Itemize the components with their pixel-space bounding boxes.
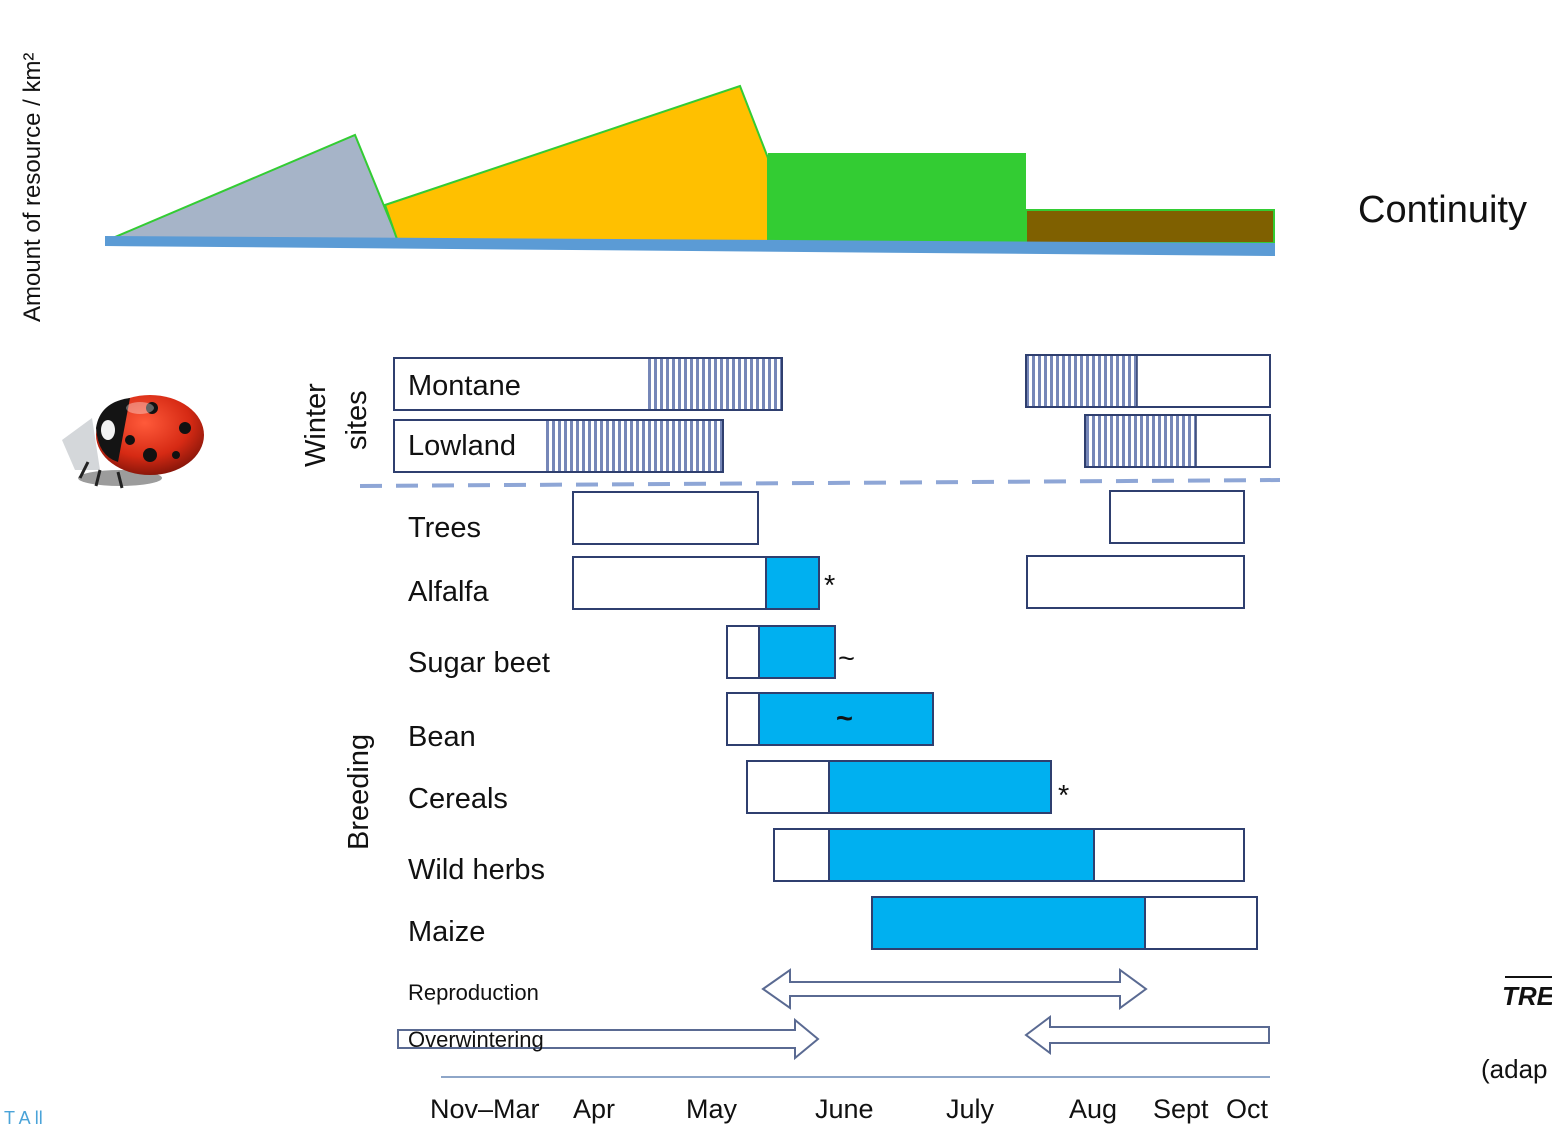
y-axis-label: Amount of resource / km² xyxy=(19,53,46,322)
row-alfalfa: Alfalfa * xyxy=(408,555,1245,610)
overwintering-arrow-left xyxy=(1024,1015,1270,1055)
month-sept: Sept xyxy=(1153,1094,1209,1124)
ladybird-icon xyxy=(62,395,204,489)
month-aug: Aug xyxy=(1069,1094,1117,1124)
phase-label-overwintering: Overwintering xyxy=(408,1027,544,1052)
month-labels: Nov–Mar Apr May June July Aug Sept Oct xyxy=(430,1094,1269,1124)
continuity-label: Continuity xyxy=(1358,189,1527,231)
month-apr: Apr xyxy=(573,1094,615,1124)
marker-cereals: * xyxy=(1058,780,1069,812)
cut-text-bottom-left: T A ll xyxy=(4,1108,43,1125)
row-label-bean: Bean xyxy=(408,721,476,753)
row-wild-herbs: Wild herbs xyxy=(408,828,1245,886)
resource-green-area xyxy=(768,153,1026,243)
row-cereals: Cereals * xyxy=(408,760,1069,815)
winter-sites-label-line2: sites xyxy=(341,390,373,450)
cut-text-adapted: (adap xyxy=(1481,1054,1548,1084)
row-montane: Montane xyxy=(393,354,1271,411)
row-trees: Trees xyxy=(408,490,1245,545)
marker-sugar-beet: ~ xyxy=(838,643,855,675)
divider-dashed xyxy=(359,478,1281,488)
cut-text-right: TRE xyxy=(1502,981,1552,1011)
row-label-cereals: Cereals xyxy=(408,783,508,815)
marker-bean: ~ xyxy=(836,703,853,735)
resource-yellow-area xyxy=(383,84,769,243)
row-sugar-beet: Sugar beet ~ xyxy=(408,625,855,679)
row-lowland: Lowland xyxy=(393,414,1271,473)
month-may: May xyxy=(686,1094,738,1124)
row-label-wild-herbs: Wild herbs xyxy=(408,854,545,886)
resource-baseline xyxy=(105,236,1275,256)
phase-reproduction: Reproduction xyxy=(408,968,1148,1010)
row-label-alfalfa: Alfalfa xyxy=(408,576,489,608)
winter-sites-label-line1: Winter xyxy=(300,383,332,467)
row-label-lowland: Lowland xyxy=(408,430,516,462)
overwintering-arrow-right xyxy=(397,1017,820,1061)
row-label-montane: Montane xyxy=(408,370,521,402)
month-nov-mar: Nov–Mar xyxy=(430,1094,540,1124)
reproduction-double-arrow xyxy=(761,968,1148,1010)
row-maize: Maize xyxy=(408,896,1258,950)
month-oct: Oct xyxy=(1226,1094,1269,1124)
row-label-trees: Trees xyxy=(408,512,481,544)
resource-chart xyxy=(105,84,1275,256)
row-bean: Bean ~ xyxy=(408,692,934,753)
phase-label-reproduction: Reproduction xyxy=(408,980,539,1005)
row-label-sugar-beet: Sugar beet xyxy=(408,647,550,679)
resource-grey-area xyxy=(107,133,400,241)
row-label-maize: Maize xyxy=(408,916,485,948)
breeding-label: Breeding xyxy=(343,734,375,850)
resource-brown-area xyxy=(1025,209,1275,244)
marker-alfalfa: * xyxy=(824,570,835,602)
month-june: June xyxy=(815,1094,874,1124)
phase-overwintering: Overwintering xyxy=(397,1015,1270,1061)
month-july: July xyxy=(946,1094,995,1124)
